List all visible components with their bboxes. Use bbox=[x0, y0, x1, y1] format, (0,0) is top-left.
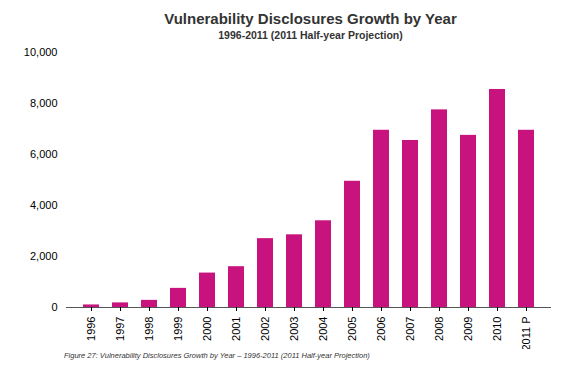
svg-text:1996: 1996 bbox=[85, 317, 97, 341]
svg-text:10,000: 10,000 bbox=[24, 46, 58, 58]
svg-text:2004: 2004 bbox=[317, 317, 329, 341]
html-text:Figure 27: Vulnerability Discl: Figure 27: Vulnerability Disclosures Gro… bbox=[64, 351, 370, 360]
svg-text:1999: 1999 bbox=[172, 317, 184, 341]
svg-text:2008: 2008 bbox=[433, 317, 445, 341]
svg-text:2011 P: 2011 P bbox=[520, 317, 532, 350]
html-text:Vulnerability Disclosures Grow: Vulnerability Disclosures Growth by Year bbox=[164, 10, 457, 27]
svg-text:2009: 2009 bbox=[462, 317, 474, 341]
svg-text:2007: 2007 bbox=[404, 317, 416, 341]
svg-text:2000: 2000 bbox=[201, 317, 213, 341]
svg-text:2010: 2010 bbox=[491, 317, 503, 341]
svg-text:2002: 2002 bbox=[259, 317, 271, 341]
html-text:1996-2011 (2011 Half-year Proj: 1996-2011 (2011 Half-year Projection) bbox=[218, 29, 403, 41]
svg-text:6,000: 6,000 bbox=[30, 148, 58, 160]
svg-text:1998: 1998 bbox=[143, 317, 155, 341]
svg-text:2003: 2003 bbox=[288, 317, 300, 341]
svg-text:0: 0 bbox=[51, 301, 57, 313]
svg-text:2,000: 2,000 bbox=[30, 250, 58, 262]
svg-text:2001: 2001 bbox=[230, 317, 242, 341]
svg-text:4,000: 4,000 bbox=[30, 199, 58, 211]
svg-text:1997: 1997 bbox=[114, 317, 126, 341]
svg-text:2006: 2006 bbox=[375, 317, 387, 341]
svg-text:8,000: 8,000 bbox=[30, 97, 58, 109]
svg-text:2005: 2005 bbox=[346, 317, 358, 341]
